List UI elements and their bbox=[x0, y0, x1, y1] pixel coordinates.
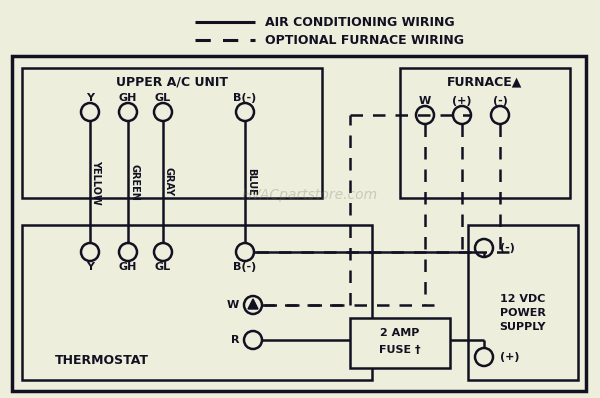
Text: GL: GL bbox=[155, 93, 171, 103]
Text: OPTIONAL FURNACE WIRING: OPTIONAL FURNACE WIRING bbox=[265, 33, 464, 47]
Text: B(-): B(-) bbox=[233, 262, 257, 272]
Text: 12 VDC: 12 VDC bbox=[500, 293, 545, 304]
Text: (-): (-) bbox=[500, 243, 515, 253]
Bar bbox=[350, 318, 450, 368]
Text: GH: GH bbox=[119, 262, 137, 272]
Text: R: R bbox=[230, 335, 239, 345]
Text: UPPER A/C UNIT: UPPER A/C UNIT bbox=[116, 76, 228, 88]
Text: YELLOW: YELLOW bbox=[91, 160, 101, 205]
Text: GL: GL bbox=[155, 262, 171, 272]
Text: Y: Y bbox=[86, 262, 94, 272]
Text: GREEN: GREEN bbox=[129, 164, 139, 201]
Text: (+): (+) bbox=[452, 96, 472, 106]
Text: Y: Y bbox=[86, 93, 94, 103]
Text: HVACpartstore.com: HVACpartstore.com bbox=[242, 188, 378, 202]
Text: AIR CONDITIONING WIRING: AIR CONDITIONING WIRING bbox=[265, 16, 455, 29]
Text: FUSE †: FUSE † bbox=[379, 345, 421, 355]
Polygon shape bbox=[248, 299, 258, 309]
Text: FURNACE▲: FURNACE▲ bbox=[448, 76, 523, 88]
Text: W: W bbox=[227, 300, 239, 310]
Text: GRAY: GRAY bbox=[164, 168, 174, 197]
Bar bbox=[468, 225, 578, 380]
Text: POWER: POWER bbox=[500, 308, 546, 318]
Text: B(-): B(-) bbox=[233, 93, 257, 103]
Text: W: W bbox=[419, 96, 431, 106]
Bar bbox=[400, 68, 570, 198]
Text: 2 AMP: 2 AMP bbox=[380, 328, 419, 338]
Bar bbox=[22, 225, 372, 380]
Text: GH: GH bbox=[119, 93, 137, 103]
Text: BLUE: BLUE bbox=[246, 168, 256, 196]
Bar bbox=[12, 56, 586, 391]
Text: THERMOSTAT: THERMOSTAT bbox=[55, 353, 149, 367]
Text: (+): (+) bbox=[500, 352, 520, 362]
Text: SUPPLY: SUPPLY bbox=[500, 322, 546, 332]
Text: (-): (-) bbox=[493, 96, 508, 106]
Bar bbox=[22, 68, 322, 198]
